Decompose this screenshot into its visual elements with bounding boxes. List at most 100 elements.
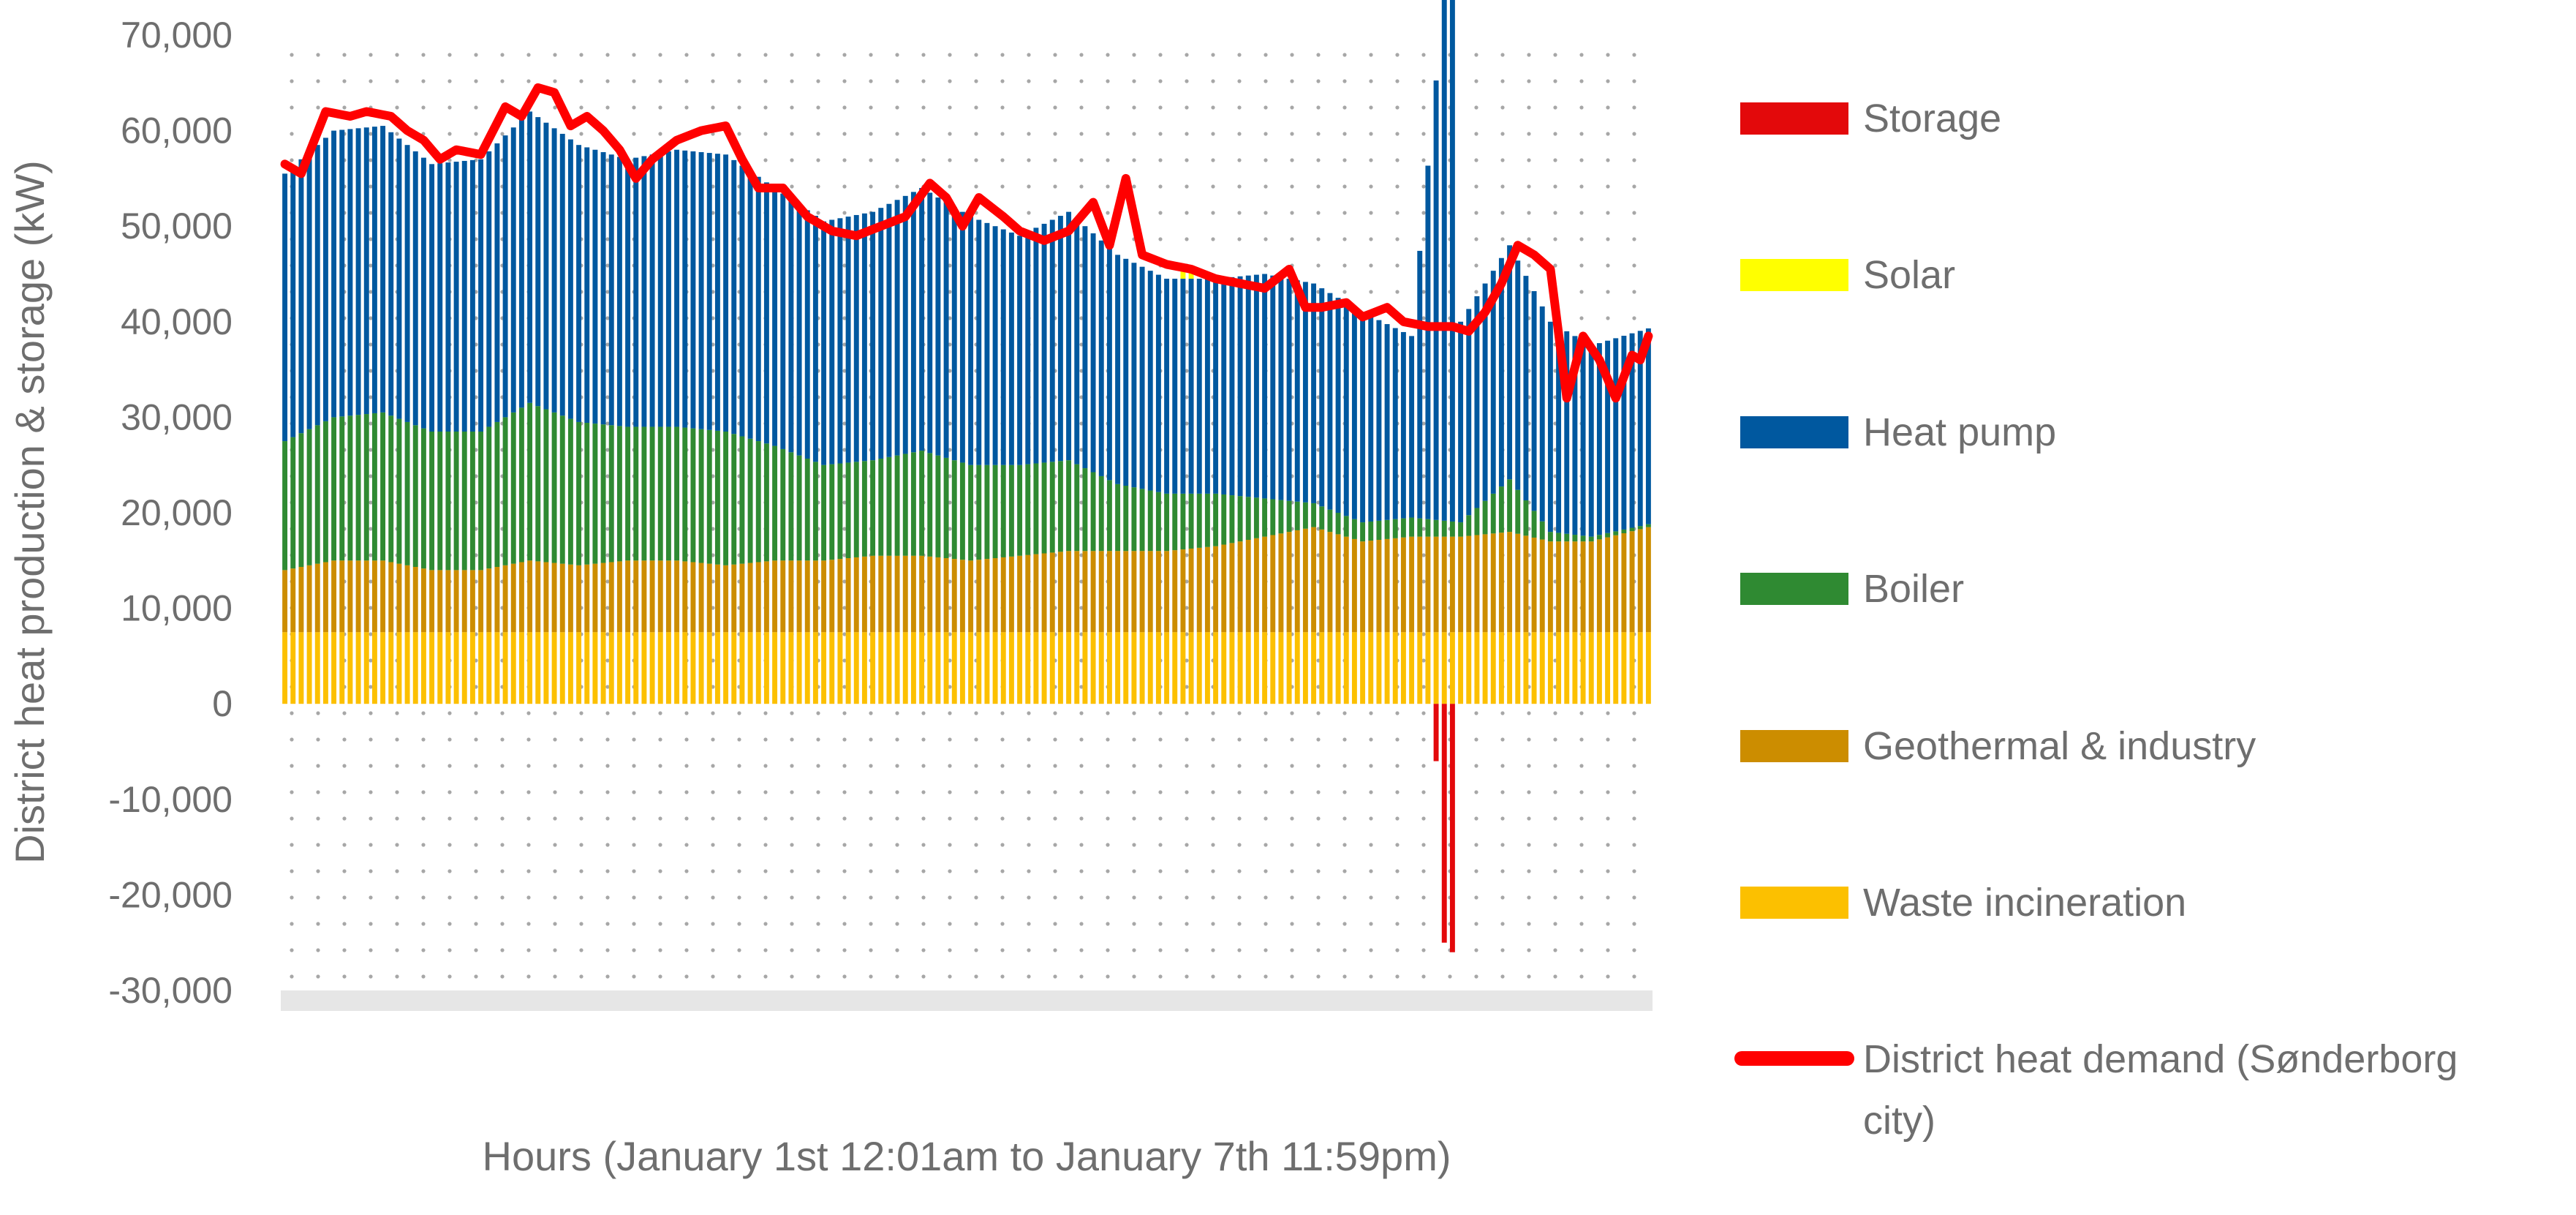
bar-boiler-28 [510,412,516,564]
legend-swatch-waste-incineration [1740,887,1848,919]
bar-boiler-110 [1180,493,1186,550]
bar-waste-incineration-107 [1155,632,1161,704]
bar-boiler-152 [1523,500,1529,536]
bar-geothermal-and-industry-161 [1596,539,1602,633]
bar-geothermal-and-industry-125 [1302,528,1308,633]
bar-boiler-124 [1294,501,1300,530]
bar-boiler-45 [649,426,655,561]
bar-boiler-62 [788,452,794,561]
bar-waste-incineration-30 [527,632,533,704]
legend-label-storage: Storage [1863,97,2001,140]
bar-boiler-88 [1000,464,1006,557]
bar-geothermal-and-industry-164 [1621,533,1627,633]
bar-heat-pump-117 [1237,276,1243,497]
bar-boiler-4 [314,425,320,564]
bar-waste-incineration-18 [429,632,435,704]
bar-heat-pump-32 [543,122,549,410]
bar-waste-incineration-10 [363,632,369,704]
bar-boiler-111 [1188,493,1194,549]
bar-heat-pump-141 [1433,80,1439,520]
bar-geothermal-and-industry-137 [1400,537,1406,633]
bar-geothermal-and-industry-92 [1033,554,1039,633]
bar-heat-pump-106 [1147,271,1153,491]
bar-waste-incineration-26 [494,632,500,704]
bar-heat-pump-128 [1327,293,1333,510]
bar-waste-incineration-105 [1139,632,1145,704]
bar-waste-incineration-144 [1458,632,1464,704]
bar-boiler-55 [731,434,737,565]
bar-waste-incineration-119 [1253,632,1259,704]
bar-waste-incineration-83 [959,632,965,704]
x-axis-title: Hours (January 1st 12:01am to January 7t… [483,1133,1451,1179]
bar-geothermal-and-industry-54 [723,565,729,633]
y-tick-label-6: 10,000 [121,588,233,629]
bar-waste-incineration-156 [1556,632,1562,704]
bar-geothermal-and-industry-59 [763,561,769,633]
bar-heat-pump-36 [576,145,582,422]
bar-waste-incineration-108 [1164,632,1170,704]
bar-heat-pump-9 [355,128,361,415]
bar-waste-incineration-39 [600,632,606,704]
bar-waste-incineration-124 [1294,632,1300,704]
bar-geothermal-and-industry-52 [706,563,712,633]
bar-geothermal-and-industry-62 [788,560,794,633]
bar-boiler-162 [1605,533,1611,538]
bar-heat-pump-12 [380,126,386,413]
bar-geothermal-and-industry-73 [878,555,884,633]
bar-geothermal-and-industry-49 [682,561,688,633]
bar-boiler-57 [747,438,753,563]
bar-geothermal-and-industry-131 [1351,538,1357,633]
bar-heat-pump-137 [1400,331,1406,519]
bar-waste-incineration-138 [1409,632,1415,704]
bar-heat-pump-2 [298,159,304,434]
bar-heat-pump-154 [1539,306,1545,522]
bar-heat-pump-157 [1564,331,1570,534]
bar-boiler-74 [886,456,892,556]
bar-geothermal-and-industry-159 [1580,541,1586,633]
bar-boiler-139 [1417,518,1423,537]
bar-geothermal-and-industry-78 [919,555,925,633]
bar-boiler-128 [1327,509,1333,533]
bar-heat-pump-74 [886,203,892,457]
bar-heat-pump-58 [755,176,761,442]
bar-waste-incineration-146 [1474,632,1480,704]
bar-heat-pump-109 [1172,279,1178,494]
x-axis-tick-strip [281,990,1653,1011]
bar-geothermal-and-industry-114 [1213,546,1219,633]
bar-boiler-46 [657,426,663,561]
bar-heat-pump-63 [796,204,802,456]
bar-geothermal-and-industry-109 [1172,550,1178,633]
bar-boiler-133 [1368,521,1374,541]
bar-waste-incineration-57 [747,632,753,704]
bar-waste-incineration-17 [420,632,426,704]
bar-waste-incineration-152 [1523,632,1529,704]
bar-heat-pump-110 [1180,279,1186,494]
bar-boiler-118 [1245,497,1251,540]
bar-heat-pump-87 [992,226,998,465]
bar-geothermal-and-industry-19 [437,570,443,633]
bar-boiler-78 [919,451,925,556]
bar-geothermal-and-industry-16 [412,567,418,633]
y-tick-label-8: -10,000 [108,779,233,820]
bar-waste-incineration-0 [282,632,288,704]
bar-waste-incineration-155 [1547,632,1553,704]
bar-boiler-164 [1621,529,1627,533]
bar-geothermal-and-industry-86 [984,559,990,633]
bar-boiler-83 [959,462,965,560]
bar-waste-incineration-47 [665,632,671,704]
bar-waste-incineration-120 [1262,632,1268,704]
bar-heat-pump-37 [584,147,590,424]
bar-geothermal-and-industry-40 [608,562,614,633]
bar-geothermal-and-industry-163 [1613,535,1619,633]
bar-heat-pump-72 [870,211,876,461]
bar-geothermal-and-industry-1 [290,568,296,633]
bar-geothermal-and-industry-77 [910,555,916,633]
bar-waste-incineration-51 [698,632,704,704]
bar-boiler-143 [1449,521,1455,537]
bar-geothermal-and-industry-90 [1017,555,1023,633]
bar-waste-incineration-62 [788,632,794,704]
bar-boiler-47 [665,426,671,561]
bar-geothermal-and-industry-70 [853,557,859,633]
bar-waste-incineration-6 [331,632,337,704]
bar-boiler-123 [1286,500,1292,533]
